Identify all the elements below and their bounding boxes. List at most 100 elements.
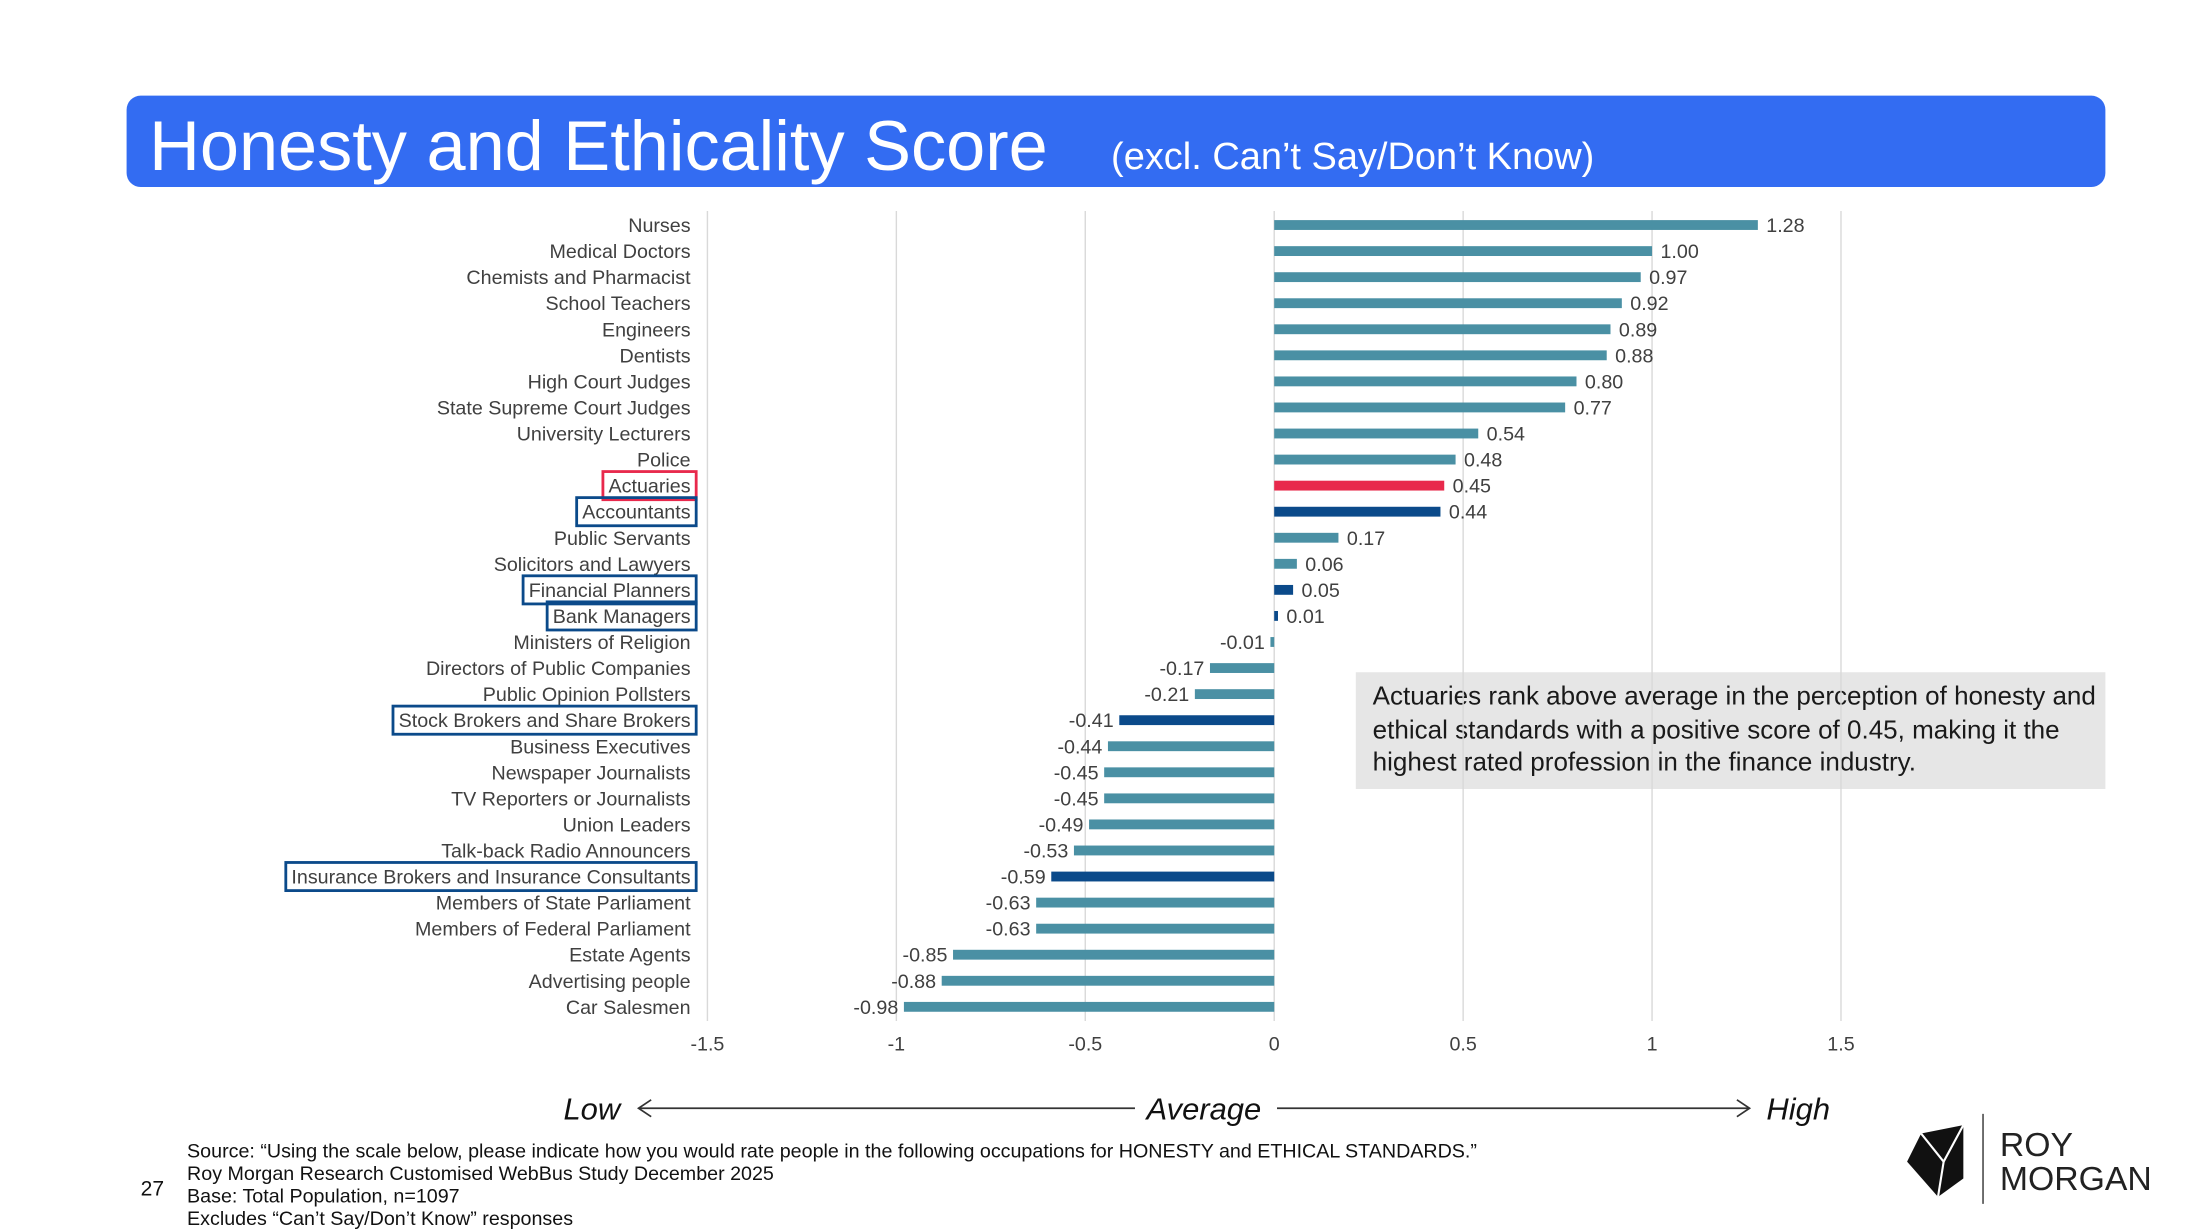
- category-label: Public Opinion Pollsters: [483, 684, 691, 706]
- category-label: Estate Agents: [569, 945, 691, 967]
- category-label: Accountants: [582, 502, 690, 524]
- value-label: 0.06: [1305, 554, 1343, 576]
- label-highlight: [575, 496, 698, 528]
- category-label: University Lecturers: [517, 424, 691, 446]
- value-label: 0.54: [1487, 424, 1525, 446]
- category-label: Medical Doctors: [550, 241, 691, 263]
- arrow-head: [1736, 1099, 1752, 1118]
- logo-text: ROY: [2000, 1126, 2073, 1164]
- value-label: 0.97: [1649, 267, 1687, 289]
- bar: [1209, 663, 1275, 673]
- x-tick-label: -1: [888, 1034, 906, 1056]
- bar: [1274, 402, 1566, 413]
- category-label: Bank Managers: [553, 606, 691, 628]
- bar: [1089, 819, 1275, 830]
- label-highlight: [391, 704, 698, 736]
- bar: [1104, 793, 1275, 804]
- title-bar: [126, 95, 2106, 188]
- bar: [1274, 480, 1445, 491]
- category-label: Advertising people: [529, 971, 691, 993]
- label-highlight: [545, 600, 698, 632]
- page-number: 27: [141, 1177, 164, 1200]
- category-label: Public Servants: [554, 528, 691, 550]
- bar: [941, 975, 1275, 986]
- bar: [1274, 584, 1294, 595]
- bar: [1104, 767, 1275, 778]
- x-tick-label: 1: [1647, 1034, 1658, 1056]
- value-label: -0.88: [891, 971, 936, 993]
- value-label: 1.00: [1660, 241, 1698, 263]
- value-label: 0.89: [1619, 319, 1657, 341]
- scale-high: High: [1766, 1091, 1830, 1126]
- x-tick-label: -1.5: [690, 1034, 724, 1056]
- label-highlight: [521, 574, 698, 606]
- value-label: 0.17: [1347, 528, 1385, 550]
- bar: [1274, 246, 1653, 257]
- bar: [1073, 845, 1275, 856]
- value-label: -0.85: [903, 945, 948, 967]
- value-label: 0.05: [1302, 580, 1340, 602]
- footnote: Roy Morgan Research Customised WebBus St…: [187, 1163, 774, 1185]
- bar: [1274, 324, 1611, 335]
- category-label: Engineers: [602, 319, 691, 341]
- bar: [1194, 689, 1275, 700]
- value-label: -0.17: [1160, 658, 1205, 680]
- category-label: Police: [637, 450, 691, 472]
- bar: [1051, 871, 1275, 882]
- label-highlight: [284, 861, 698, 893]
- category-label: Chemists and Pharmacist: [466, 267, 691, 289]
- bar: [1274, 428, 1479, 439]
- value-label: -0.59: [1001, 867, 1046, 889]
- bar: [1274, 298, 1622, 309]
- value-label: -0.53: [1023, 841, 1068, 863]
- category-label: TV Reporters or Journalists: [451, 788, 691, 810]
- value-label: -0.63: [986, 919, 1031, 941]
- value-label: -0.45: [1054, 762, 1099, 784]
- value-label: 0.45: [1453, 476, 1491, 498]
- bar: [1036, 897, 1275, 908]
- bar: [1274, 272, 1641, 283]
- bar: [1270, 637, 1275, 647]
- category-label: School Teachers: [545, 293, 690, 315]
- category-label: Talk-back Radio Announcers: [441, 841, 690, 863]
- label-highlight: [601, 470, 698, 502]
- annotation: Actuaries rank above average in the perc…: [1372, 680, 2096, 777]
- logo-mark: [1907, 1125, 1964, 1197]
- chart-title: Honesty and Ethicality Score: [149, 106, 1048, 185]
- value-label: 0.88: [1615, 345, 1653, 367]
- category-label: Dentists: [619, 345, 690, 367]
- category-label: State Supreme Court Judges: [437, 397, 691, 419]
- logo-text: MORGAN: [2000, 1160, 2152, 1198]
- value-label: 0.80: [1585, 371, 1623, 393]
- bar: [1274, 350, 1607, 361]
- bar: [1274, 454, 1456, 465]
- category-label: Solicitors and Lawyers: [494, 554, 691, 576]
- value-label: 0.44: [1449, 502, 1487, 524]
- category-label: Car Salesmen: [566, 997, 691, 1019]
- value-label: -0.98: [853, 997, 898, 1019]
- category-label: Financial Planners: [529, 580, 691, 602]
- bar: [1274, 532, 1339, 543]
- value-label: -0.49: [1039, 814, 1084, 836]
- bar: [1274, 611, 1278, 621]
- value-label: -0.45: [1054, 788, 1099, 810]
- category-label: Ministers of Religion: [513, 632, 690, 654]
- bar: [1274, 220, 1758, 230]
- arrow-head: [636, 1099, 652, 1118]
- annotation-text: Actuaries rank above average in the perc…: [1372, 680, 2096, 777]
- category-label: Actuaries: [609, 476, 691, 498]
- bar: [1107, 741, 1275, 752]
- scale-low: Low: [563, 1091, 621, 1126]
- category-label: Stock Brokers and Share Brokers: [399, 710, 691, 732]
- value-label: 0.92: [1630, 293, 1668, 315]
- scale-average: Average: [1145, 1091, 1262, 1126]
- value-label: 0.48: [1464, 450, 1502, 472]
- footnote: Source: “Using the scale below, please i…: [187, 1140, 1477, 1162]
- bar: [953, 949, 1275, 960]
- category-label: Newspaper Journalists: [492, 762, 691, 784]
- x-tick-label: 1.5: [1827, 1034, 1854, 1056]
- x-tick-label: -0.5: [1068, 1034, 1102, 1056]
- footnote: Base: Total Population, n=1097: [187, 1185, 460, 1207]
- bar: [1274, 506, 1441, 517]
